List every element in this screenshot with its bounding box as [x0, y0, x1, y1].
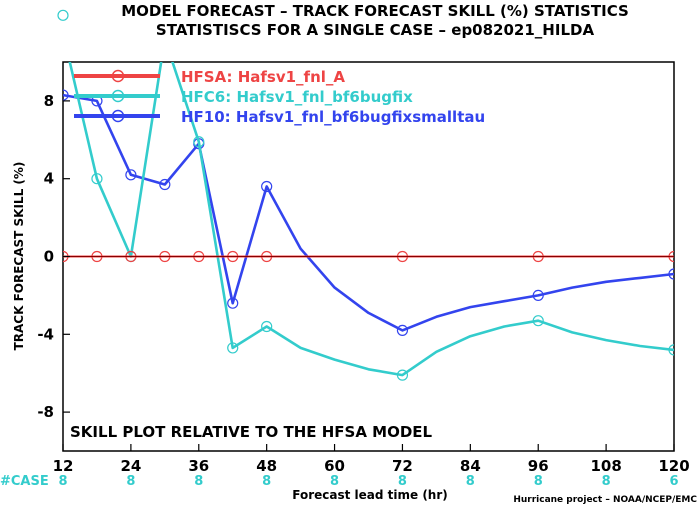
case-count-36: 8 [194, 474, 203, 489]
series-2-marker-96 [532, 289, 544, 301]
series-line-1 [68, 62, 674, 377]
case-count-96: 8 [534, 474, 543, 489]
x-tick-label-72: 72 [392, 457, 413, 475]
y-tick-label-0: 0 [44, 248, 54, 266]
x-tick-label-24: 24 [120, 457, 141, 475]
series-line-2 [63, 93, 674, 332]
series-1-marker-120 [668, 344, 674, 356]
series-1-marker-42 [227, 342, 239, 354]
series-1-marker-96 [532, 315, 544, 327]
outside-marker [57, 9, 69, 21]
case-count-72: 8 [398, 474, 407, 489]
legend-marker-0 [111, 69, 125, 83]
case-label: #CASE [0, 474, 49, 489]
legend: HFSA: Hafsv1_fnl_A HFC6: Hafsv1_fnl_bf6bu… [74, 68, 485, 126]
legend-label-0: HFSA: Hafsv1_fnl_A [181, 68, 345, 86]
series-2-marker-24 [125, 169, 137, 181]
credit-text: Hurricane project – NOAA/NCEP/EMC [513, 495, 697, 505]
x-tick-label-36: 36 [188, 457, 209, 475]
legend-marker-1 [111, 89, 125, 103]
x-axis-label: Forecast lead time (hr) [292, 488, 448, 502]
x-tick-label-84: 84 [460, 457, 481, 475]
case-count-48: 8 [262, 474, 271, 489]
x-tick-label-120: 120 [658, 457, 689, 475]
series-layer [58, 28, 674, 381]
y-axis-label: TRACK FORECAST SKILL (%) [12, 162, 26, 351]
series-2-marker-72 [396, 324, 409, 337]
case-count-120: 6 [669, 474, 678, 489]
series-2-marker-42 [227, 297, 239, 309]
series-1-marker-72 [396, 369, 409, 381]
legend-marker-2 [111, 109, 125, 123]
series-1-marker-18 [91, 173, 103, 185]
x-tick-label-48: 48 [256, 457, 277, 475]
series-2-marker-30 [159, 178, 171, 191]
y-tick-label-8: 8 [44, 92, 54, 110]
case-count-108: 8 [602, 474, 611, 489]
x-tick-label-12: 12 [53, 457, 74, 475]
chart-title-line1: MODEL FORECAST – TRACK FORECAST SKILL (%… [121, 2, 629, 20]
case-count-84: 8 [466, 474, 475, 489]
legend-label-1: HFC6: Hafsv1_fnl_bf6bugfix [181, 88, 413, 106]
x-tick-label-60: 60 [324, 457, 345, 475]
y-tick-label--8: -8 [37, 403, 54, 421]
x-tick-label-96: 96 [528, 457, 549, 475]
series-1-marker-12 [58, 28, 68, 38]
series-1-marker-36 [193, 136, 205, 148]
legend-label-2: HF10: Hafsv1_fnl_bf6bugfixsmalltau [181, 108, 485, 126]
case-count-24: 8 [126, 474, 135, 489]
series-1-marker-48 [261, 320, 273, 333]
case-count-12: 8 [58, 474, 67, 489]
series-2-marker-12 [63, 89, 69, 101]
case-count-60: 8 [330, 474, 339, 489]
skill-annotation: SKILL PLOT RELATIVE TO THE HFSA MODEL [70, 423, 433, 441]
x-tick-label-108: 108 [590, 457, 621, 475]
series-2-marker-120 [668, 268, 674, 280]
series-2-marker-48 [261, 180, 273, 193]
chart-title-line2: STATISTISCS FOR A SINGLE CASE – ep082021… [156, 21, 595, 39]
y-tick-label-4: 4 [44, 170, 54, 188]
y-tick-label--4: -4 [37, 325, 54, 343]
